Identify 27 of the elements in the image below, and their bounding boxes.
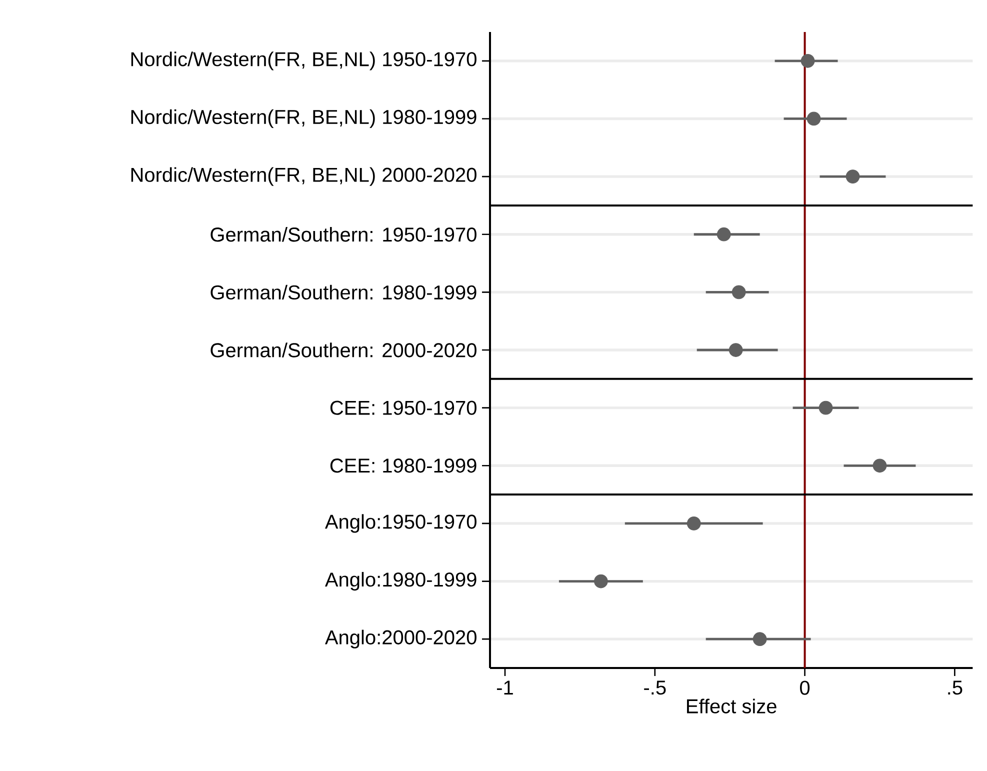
point (716, 227, 731, 242)
x-tick-label: .5 (948, 680, 962, 695)
y-tick-label: Nordic/Western(FR, BE,NL) 2000-2020 (131, 167, 476, 186)
point (728, 343, 743, 357)
point (800, 54, 815, 68)
point (594, 574, 608, 588)
y-tick-label: German/Southern: 1980-1999 (210, 284, 476, 300)
point (806, 112, 821, 126)
point (732, 285, 746, 300)
y-tick-label: Anglo:1950-1970 (324, 514, 476, 533)
point (846, 170, 860, 184)
y-tick-label: German/Southern: 2000-2020 (210, 342, 476, 358)
y-tick-label: Anglo:2000-2020 (324, 630, 476, 648)
y-tick-label: Anglo:1980-1999 (324, 572, 476, 591)
x-axis-title: Effect size (687, 698, 776, 714)
y-tick-label: CEE: 1950-1970 (330, 400, 476, 415)
x-tick-label: 0 (800, 680, 810, 695)
y-tick-label: German/Southern: 1950-1970 (210, 227, 476, 242)
point (752, 632, 767, 646)
point (872, 458, 887, 473)
point (818, 400, 833, 415)
y-tick-label: Nordic/Western(FR, BE,NL) 1950-1970 (131, 52, 476, 70)
y-tick-label: CEE: 1980-1999 (330, 458, 476, 473)
point (686, 516, 701, 530)
y-tick-label: Nordic/Western(FR, BE,NL) 1980-1999 (131, 109, 476, 128)
x-tick-label: -1 (496, 680, 513, 694)
x-tick-label: -.5 (644, 680, 666, 695)
